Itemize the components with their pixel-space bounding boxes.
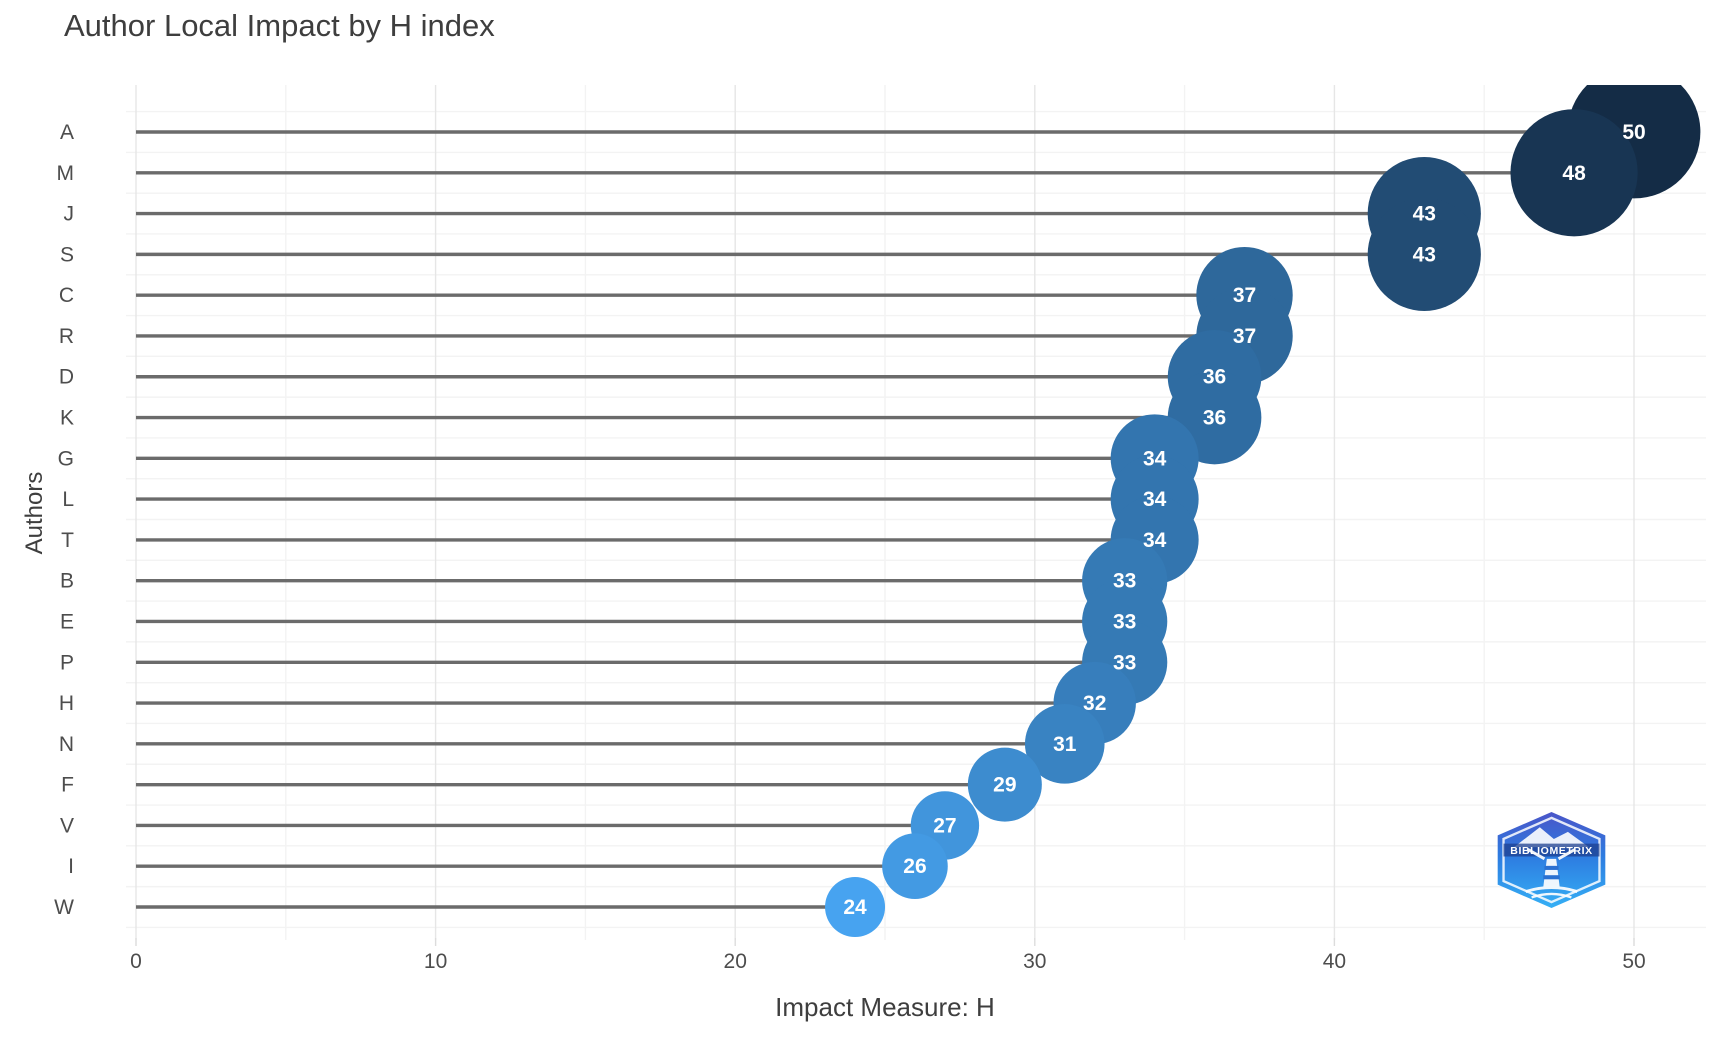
bubble-value-label: 37: [1233, 284, 1256, 307]
category-label: T: [61, 529, 74, 552]
bubble-value-label: 33: [1113, 651, 1136, 674]
category-label: C: [59, 284, 74, 307]
category-label: G: [58, 447, 74, 470]
logo-band: [1503, 843, 1600, 857]
logo-mountain-icon: [1514, 827, 1589, 848]
bubble-value-label: 34: [1143, 488, 1167, 511]
bubble-value-label: 34: [1143, 447, 1167, 470]
bubble-value-label: 33: [1113, 570, 1136, 593]
bubble: [882, 833, 948, 900]
category-label: J: [64, 203, 75, 226]
bubble-value-label: 27: [933, 814, 956, 837]
bubble-value-label: 37: [1233, 325, 1256, 348]
bubble: [967, 747, 1042, 822]
category-label: W: [54, 896, 74, 919]
bubble-group: [825, 85, 1701, 938]
x-tick-label: 0: [130, 950, 142, 973]
category-label: P: [60, 651, 74, 674]
bubble-value-label: 33: [1113, 610, 1136, 633]
bubble-value-label: 50: [1622, 121, 1645, 144]
bubble-value-label: 31: [1053, 733, 1077, 756]
category-label: I: [68, 855, 74, 878]
x-tick-label: 50: [1622, 950, 1645, 973]
category-label: V: [60, 814, 74, 837]
chart-title: Author Local Impact by H index: [64, 8, 495, 43]
logo-text: BIBLIOMETRIX: [1510, 845, 1592, 857]
bubble-value-label: 29: [993, 774, 1016, 797]
category-label: H: [59, 692, 74, 715]
bubble-value-label: 43: [1413, 243, 1436, 266]
category-label: E: [60, 610, 74, 633]
category-label: L: [62, 488, 74, 511]
bubble-value-label: 36: [1203, 366, 1226, 389]
bubble-value-label: 24: [843, 896, 867, 919]
category-label: K: [60, 407, 74, 430]
category-label: N: [59, 733, 74, 756]
logo-lighthouse-icon: [1525, 848, 1578, 899]
bubble-value-label: 36: [1203, 407, 1226, 430]
x-tick-label: 30: [1023, 950, 1046, 973]
bubble: [1510, 109, 1638, 237]
bubble-value-label: 43: [1413, 203, 1436, 226]
category-label: B: [60, 570, 74, 593]
x-tick-label: 20: [724, 950, 747, 973]
bubble-value-label: 32: [1083, 692, 1106, 715]
category-label: F: [61, 774, 74, 797]
bubble-value-label: 26: [903, 855, 926, 878]
category-label: R: [59, 325, 74, 348]
bubble: [825, 877, 886, 938]
x-tick-label: 10: [424, 950, 447, 973]
category-label: D: [59, 366, 74, 389]
logo-hexagon-border: [1502, 816, 1601, 904]
category-label: S: [60, 243, 74, 266]
x-tick-label: 40: [1323, 950, 1346, 973]
category-label: A: [60, 121, 74, 144]
bubble-value-label: 34: [1143, 529, 1167, 552]
bibliometrix-logo-icon: BIBLIOMETRIX: [1497, 812, 1606, 908]
bubble: [1024, 704, 1105, 784]
category-label: M: [57, 162, 75, 185]
bubble-value-label: 48: [1562, 162, 1586, 185]
bubble: [1367, 197, 1481, 311]
x-axis-title: Impact Measure: H: [775, 992, 995, 1022]
